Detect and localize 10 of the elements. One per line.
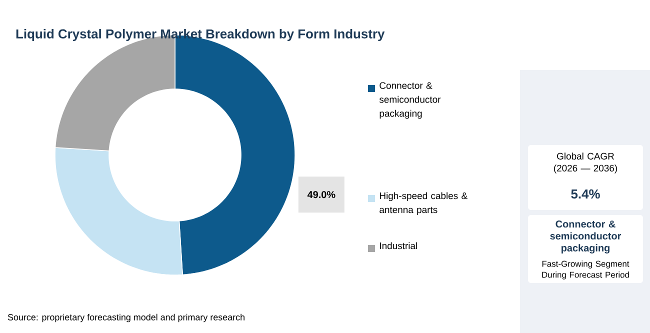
chart-title: Liquid Crystal Polymer Market Breakdown by Form Industry <box>16 28 385 42</box>
text: Connector & semiconductor packaging <box>550 220 622 254</box>
legend-label: Connector & semiconductor packaging <box>379 82 441 119</box>
text: Fast-Growing Segment During Forecast Period <box>542 260 630 280</box>
legend-label: High-speed cables & antenna parts <box>380 192 468 215</box>
legend-label: Industrial <box>380 242 417 250</box>
data-label: 49.0% <box>307 191 336 198</box>
source-note: Source: proprietary forecasting model and primary research <box>8 314 244 322</box>
text: 5.4% <box>571 189 600 199</box>
text: Global CAGR (2026 — 2036) <box>554 152 617 174</box>
